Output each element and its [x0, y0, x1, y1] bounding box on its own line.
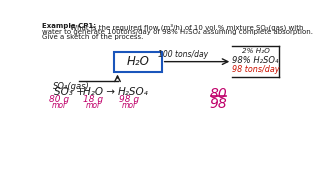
Text: 80: 80: [209, 87, 227, 101]
Text: mol: mol: [52, 101, 66, 110]
Text: 98 tons/day: 98 tons/day: [232, 65, 279, 74]
Text: 100 tons/day: 100 tons/day: [158, 50, 208, 59]
Bar: [114, 52, 162, 72]
Text: mol: mol: [122, 101, 136, 110]
Text: 98% H₂SO₄: 98% H₂SO₄: [232, 56, 279, 65]
Text: 2% H₂O: 2% H₂O: [242, 48, 269, 54]
Text: 98: 98: [209, 97, 227, 111]
Text: H₂O →: H₂O →: [83, 87, 115, 97]
Text: SO₃ +: SO₃ +: [54, 87, 85, 97]
Text: 80 g: 80 g: [49, 95, 69, 104]
Text: Give a sketch of the process.: Give a sketch of the process.: [42, 34, 143, 40]
Text: What is the required flow (m³/h) of 10 vol.% mixture SO₃(gas) with: What is the required flow (m³/h) of 10 v…: [68, 23, 303, 31]
Text: H₂SO₄: H₂SO₄: [117, 87, 148, 97]
Text: 18 g: 18 g: [83, 95, 103, 104]
Text: mol: mol: [86, 101, 100, 110]
Text: SO₃(gas): SO₃(gas): [52, 82, 89, 91]
Text: Example CP1:: Example CP1:: [42, 23, 96, 29]
Text: water to generate 100tons/day of 98% H₂SO₄ assuming complete absorption.: water to generate 100tons/day of 98% H₂S…: [42, 28, 313, 35]
Text: 98 g: 98 g: [119, 95, 139, 104]
Text: H₂O: H₂O: [126, 55, 149, 68]
